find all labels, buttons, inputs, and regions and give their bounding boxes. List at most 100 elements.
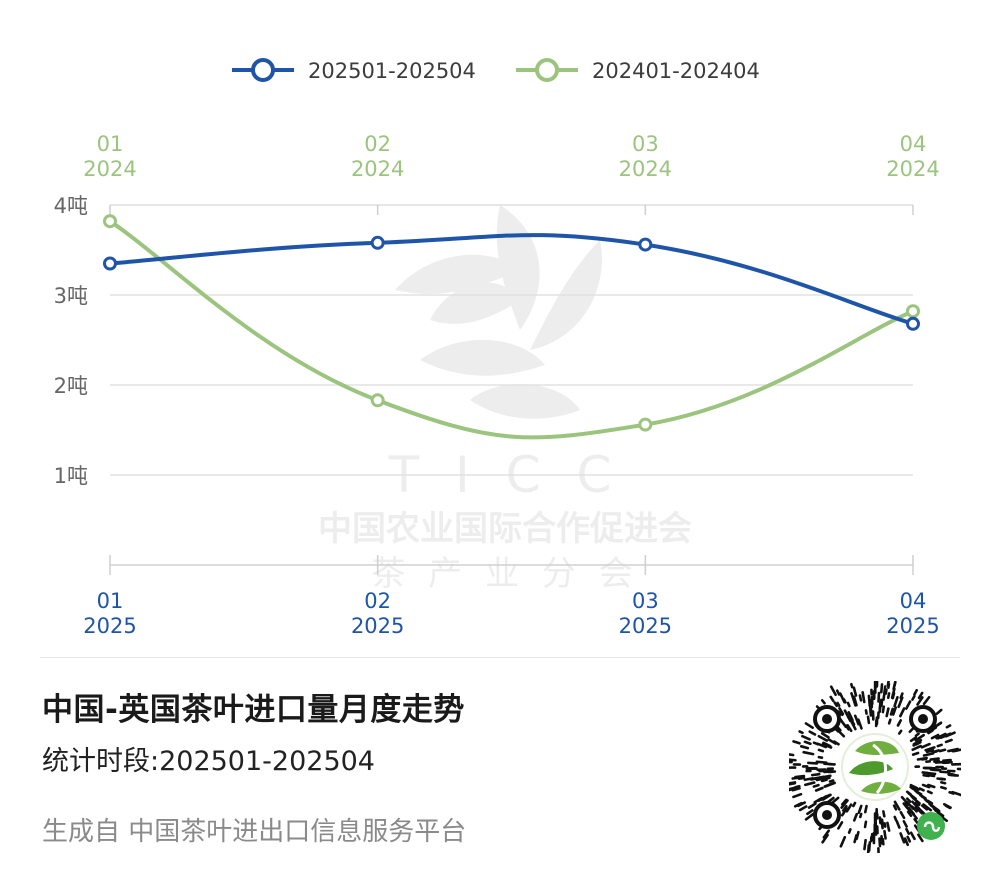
qr-dot [846,724,853,733]
qr-dot [850,692,854,699]
qr-dot [812,775,825,780]
qr-dot [802,750,815,756]
x-top-label-month: 04 [900,132,927,156]
x-top-label-month: 03 [632,132,659,156]
qr-dot [849,719,857,731]
qr-dot [911,744,923,752]
qr-dot [823,770,832,774]
qr-dot [889,707,894,716]
qr-dot [817,734,829,742]
qr-dot [920,742,931,749]
qr-dot [890,687,896,700]
qr-dot [897,729,903,735]
qr-dot [789,781,797,786]
qr-dot [840,798,848,806]
qr-dot [920,795,927,800]
x-tick-label-month: 02 [364,589,391,613]
qr-dot [838,707,845,716]
qr-dot [829,695,835,703]
qr-dot [882,685,887,696]
qr-dot [905,827,911,835]
qr-dot [893,695,899,708]
x-tick-label-year: 2025 [351,614,404,638]
qr-dot [881,705,886,714]
qr-dot [920,757,928,761]
qr-dot [789,785,799,791]
x-tick-label-year: 2025 [83,614,136,638]
qr-dot [841,805,848,812]
qr-dot [829,685,837,697]
tea-leaf-logo-icon [841,733,909,801]
qr-dot [935,708,943,715]
qr-dot [899,810,906,820]
qr-dot [892,804,898,811]
qr-dot [866,844,871,853]
qr-dot [828,779,835,783]
qr-dot [886,692,891,700]
qr-dot [810,772,821,777]
data-point [906,304,920,319]
qr-pattern [789,681,961,853]
qr-dot [908,727,914,734]
qr-dot [918,787,925,792]
qr-dot [883,822,887,828]
mini-program-qr-code-icon[interactable] [789,681,961,853]
qr-dot [909,831,916,841]
qr-dot [925,799,931,805]
data-point [638,237,653,252]
qr-dot [926,790,933,795]
qr-dot [812,783,820,788]
qr-dot [914,805,924,815]
qr-dot [821,833,829,844]
qr-dot [798,730,804,735]
qr-dot [821,742,833,749]
y-tick-label: 1吨 [54,464,88,488]
qr-dot [852,801,857,808]
qr-dot [940,781,947,785]
qr-dot [945,724,952,729]
qr-dot [822,829,831,839]
qr-dot [858,812,863,819]
qr-dot [914,733,926,742]
y-tick-label: 2吨 [54,374,88,398]
qr-dot [936,743,943,748]
qr-dot [904,700,912,710]
qr-dot [911,751,920,756]
qr-dot [917,833,924,843]
qr-dot [799,745,810,750]
qr-dot [899,692,904,700]
qr-dot [942,758,952,763]
qr-dot [794,774,806,779]
qr-dot [948,790,955,795]
qr-dot [906,810,913,818]
qr-finder-dot [822,714,832,724]
x-tick-label-month: 03 [632,589,659,613]
qr-dot [793,801,803,808]
qr-dot [857,718,863,730]
qr-dot [880,818,885,827]
series-layer [103,214,920,440]
qr-dot [831,796,840,805]
qr-dot [893,681,897,687]
qr-dot [852,686,858,697]
legend-marker [251,58,275,82]
data-point [103,256,117,271]
qr-dot [847,828,852,834]
x-tick-label-year: 2025 [619,614,672,638]
qr-dot [815,760,828,764]
qr-dot [939,770,951,774]
qr-dot [909,736,918,743]
series-line-202401-202404 [108,219,915,440]
qr-dot [820,775,831,780]
qr-dot [806,809,814,816]
qr-dot [840,807,849,817]
qr-dot [897,696,904,709]
series-line-202501-202504 [108,233,915,326]
qr-dot [847,711,854,722]
data-point [370,393,385,408]
qr-dot [899,707,906,718]
qr-dot [816,742,828,749]
qr-dot [939,732,952,739]
qr-dot [833,740,840,746]
y-tick-label: 4吨 [54,194,88,218]
